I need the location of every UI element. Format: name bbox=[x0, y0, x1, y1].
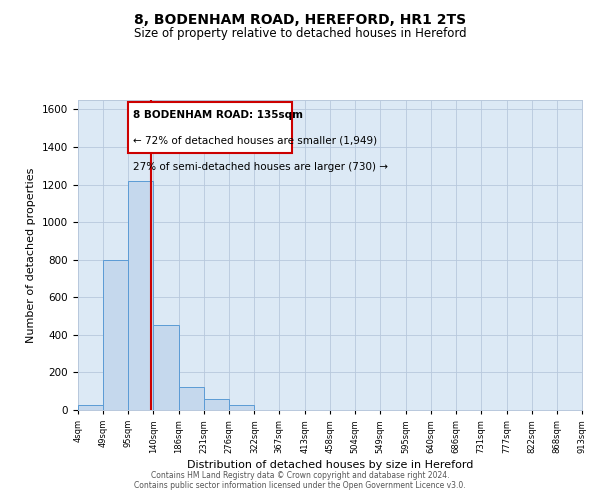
FancyBboxPatch shape bbox=[128, 102, 292, 152]
Text: Size of property relative to detached houses in Hereford: Size of property relative to detached ho… bbox=[134, 28, 466, 40]
Text: ← 72% of detached houses are smaller (1,949): ← 72% of detached houses are smaller (1,… bbox=[133, 136, 377, 146]
Bar bbox=[204, 398, 229, 410]
Bar bbox=[78, 406, 103, 410]
Y-axis label: Number of detached properties: Number of detached properties bbox=[26, 168, 37, 342]
Bar bbox=[128, 181, 154, 410]
X-axis label: Distribution of detached houses by size in Hereford: Distribution of detached houses by size … bbox=[187, 460, 473, 470]
Bar bbox=[179, 388, 204, 410]
Text: Contains HM Land Registry data © Crown copyright and database right 2024.
Contai: Contains HM Land Registry data © Crown c… bbox=[134, 470, 466, 490]
Text: 8, BODENHAM ROAD, HEREFORD, HR1 2TS: 8, BODENHAM ROAD, HEREFORD, HR1 2TS bbox=[134, 12, 466, 26]
Bar bbox=[229, 406, 254, 410]
Text: 8 BODENHAM ROAD: 135sqm: 8 BODENHAM ROAD: 135sqm bbox=[133, 110, 304, 120]
Bar bbox=[103, 260, 128, 410]
Text: 27% of semi-detached houses are larger (730) →: 27% of semi-detached houses are larger (… bbox=[133, 162, 388, 172]
Bar bbox=[154, 326, 179, 410]
